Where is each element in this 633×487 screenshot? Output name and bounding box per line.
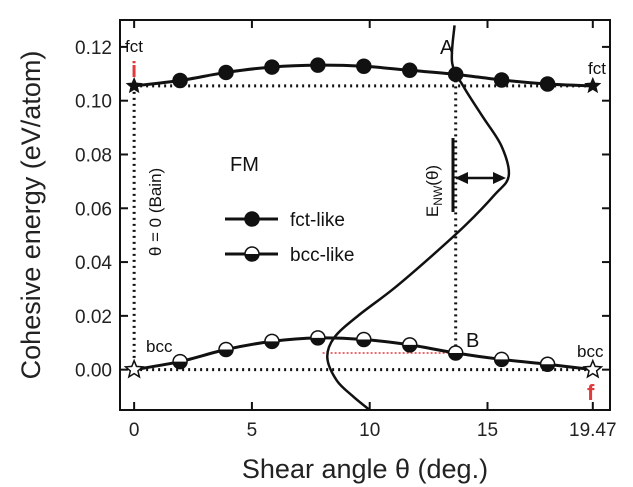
marker-fill-bcc-like: [219, 349, 234, 357]
star-bcc-start: [123, 358, 145, 379]
series-markers: [172, 57, 556, 373]
enw-curve: [326, 25, 511, 411]
star-fct-start: [125, 76, 143, 94]
x-tick-label: 0: [129, 420, 140, 441]
enw-arg: (θ): [423, 165, 442, 186]
legend-marker-fct: [244, 211, 260, 227]
star-bcc-end: [582, 358, 604, 379]
legend-label-fct: fct-like: [290, 210, 345, 231]
marker-fill-bcc-like: [173, 361, 188, 369]
marker-fill-bcc-like: [540, 364, 555, 372]
y-tick-label: 0.08: [75, 145, 112, 166]
annotation-i: i: [131, 57, 137, 82]
reference-lines: [132, 74, 593, 372]
marker-fill-bcc-like: [402, 344, 417, 352]
x-tick-label: 15: [477, 420, 498, 441]
annotation-FM: FM: [230, 154, 259, 176]
star-fct-end: [584, 76, 602, 94]
x-tick-label: 10: [359, 420, 380, 441]
x-tick-label: 19.47: [569, 420, 617, 441]
annotation-B: B: [466, 330, 479, 352]
svg-text:ENW(θ): ENW(θ): [423, 165, 445, 217]
marker-fct-like: [264, 59, 280, 75]
marker-fill-bcc-like: [448, 352, 463, 360]
x-axis-title: Shear angle θ (deg.): [242, 454, 488, 484]
marker-fct-like: [447, 66, 464, 83]
y-tick-label: 0.04: [75, 253, 112, 274]
enw-sub: NW: [431, 185, 445, 206]
axis-ticks: [120, 20, 610, 410]
annotation-fct-right: fct: [588, 59, 606, 78]
enw-curve-group: [326, 25, 511, 411]
annotation-f: f: [587, 380, 595, 405]
plot-frame: [119, 19, 611, 411]
x-tick-label: 5: [247, 420, 258, 441]
y-tick-label: 0.00: [75, 361, 112, 382]
y-tick-labels: 0.00 0.02 0.04 0.06 0.08 0.10 0.12: [75, 38, 112, 382]
annotation-bcc-right: bcc: [577, 342, 604, 361]
y-tick-label: 0.10: [75, 92, 112, 113]
legend: fct-like bcc-like: [225, 210, 354, 266]
annotation-enw: ENW(θ): [423, 165, 445, 217]
marker-fct-like: [172, 72, 188, 89]
marker-fill-bcc-like: [494, 359, 509, 367]
enw-arrowhead-left: [455, 172, 468, 184]
x-tick-labels: 0 5 10 15 19.47: [129, 420, 617, 441]
y-axis-title: Cohesive energy (eV/atom): [16, 51, 46, 380]
y-tick-label: 0.12: [75, 38, 112, 59]
marker-fill-bcc-like: [356, 339, 371, 347]
annotation-bain: θ = 0 (Bain): [146, 168, 165, 256]
series-lines: [133, 63, 593, 372]
y-tick-label: 0.06: [75, 199, 112, 220]
end-stars: [123, 76, 604, 379]
marker-fct-like: [218, 64, 234, 81]
enw-main: E: [423, 206, 442, 217]
marker-fct-like: [310, 57, 326, 73]
legend-marker-bcc-fill: [245, 254, 259, 261]
marker-fct-like: [493, 72, 510, 88]
marker-fct-like: [402, 62, 418, 79]
annotation-A: A: [440, 37, 454, 59]
marker-fill-bcc-like: [264, 341, 279, 349]
enw-arrowhead-right: [493, 172, 506, 184]
annotation-bcc-left: bcc: [146, 337, 173, 356]
legend-label-bcc: bcc-like: [290, 245, 354, 266]
marker-fct-like: [356, 58, 372, 75]
marker-fct-like: [539, 76, 556, 92]
annotation-fct-left: fct: [125, 37, 143, 56]
marker-fill-bcc-like: [310, 337, 325, 345]
y-tick-label: 0.02: [75, 307, 112, 328]
